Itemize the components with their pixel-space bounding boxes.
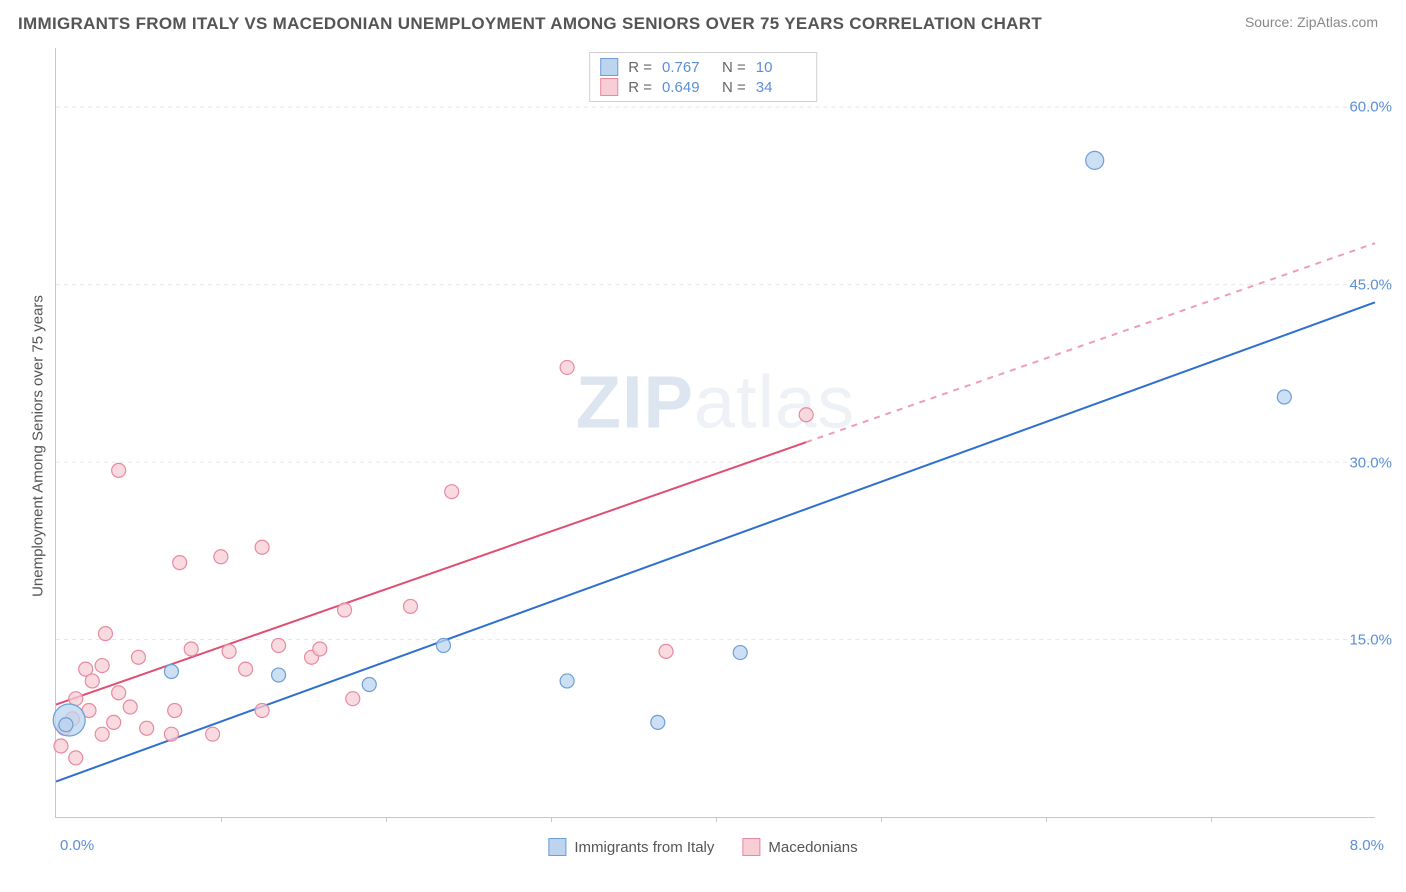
x-tick-min: 0.0% [60,837,94,854]
y-tick-label: 30.0% [1349,454,1392,471]
source-attribution: Source: ZipAtlas.com [1245,14,1378,30]
r-label-1: R = [628,79,652,96]
x-tick-mark [1211,817,1212,822]
n-label-1: N = [722,79,746,96]
plot-area: ZIPatlas [55,48,1375,818]
x-tick-mark [1046,817,1047,822]
y-tick-label: 45.0% [1349,276,1392,293]
legend-label-italy: Immigrants from Italy [574,839,714,856]
swatch-italy [600,58,618,76]
r-value-macedonian: 0.649 [662,79,712,96]
chart-svg [56,48,1375,817]
x-tick-mark [881,817,882,822]
y-tick-label: 15.0% [1349,632,1392,649]
legend-swatch-macedonian [742,838,760,856]
n-value-italy: 10 [756,59,806,76]
n-label-0: N = [722,59,746,76]
x-tick-max: 8.0% [1350,837,1384,854]
x-tick-mark [221,817,222,822]
correlation-row-macedonian: R = 0.649 N = 34 [600,77,806,97]
r-label-0: R = [628,59,652,76]
legend-label-macedonian: Macedonians [768,839,857,856]
legend-swatch-italy [548,838,566,856]
correlation-row-italy: R = 0.767 N = 10 [600,57,806,77]
y-tick-label: 60.0% [1349,99,1392,116]
y-axis-label: Unemployment Among Seniors over 75 years [30,295,47,597]
x-tick-mark [551,817,552,822]
r-value-italy: 0.767 [662,59,712,76]
series-legend: Immigrants from Italy Macedonians [548,838,857,856]
n-value-macedonian: 34 [756,79,806,96]
chart-title: IMMIGRANTS FROM ITALY VS MACEDONIAN UNEM… [18,14,1042,34]
x-tick-mark [716,817,717,822]
legend-item-italy: Immigrants from Italy [548,838,714,856]
x-tick-mark [386,817,387,822]
legend-item-macedonian: Macedonians [742,838,857,856]
chart-container: IMMIGRANTS FROM ITALY VS MACEDONIAN UNEM… [0,0,1406,892]
correlation-legend: R = 0.767 N = 10 R = 0.649 N = 34 [589,52,817,102]
swatch-macedonian [600,78,618,96]
